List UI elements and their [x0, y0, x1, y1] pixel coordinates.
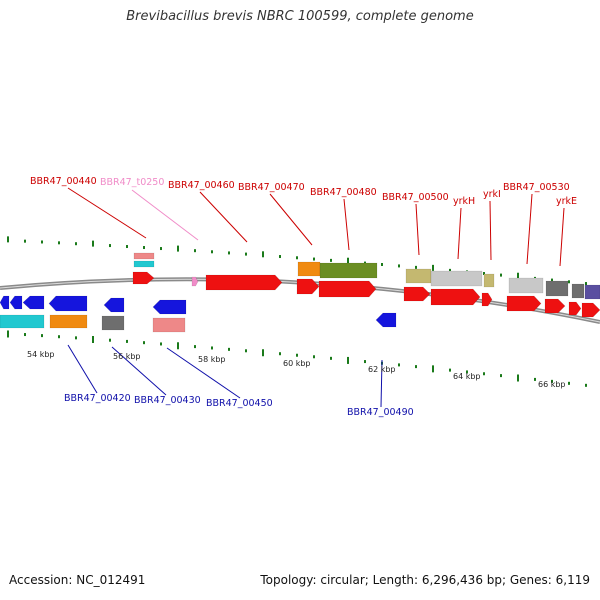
gene-feature-khaki — [483, 273, 495, 288]
gene-label-BBR47_00470: BBR47_00470 — [238, 182, 305, 193]
gene-feature-red — [205, 274, 283, 291]
gene-feature-red — [544, 298, 566, 314]
gene-label-BBR47_00450: BBR47_00450 — [206, 398, 273, 409]
gene-feature-red — [132, 271, 155, 285]
gene-feature-red — [296, 278, 320, 295]
leader-line — [457, 207, 462, 260]
gene-feature-small-pink — [133, 252, 155, 260]
gene-feature-blue — [48, 295, 88, 312]
gene-feature-blue — [0, 295, 10, 310]
tick-label-58: 58 kbp — [198, 355, 226, 364]
gene-feature-blue — [9, 295, 23, 310]
tick-label-54: 54 kbp — [27, 350, 55, 359]
leader-line — [67, 187, 147, 239]
gene-label-BBR47_00440: BBR47_00440 — [30, 176, 97, 187]
gene-feature-red — [318, 280, 377, 298]
gene-features — [0, 252, 600, 333]
gene-label-yrkH: yrkH — [453, 196, 475, 207]
leader-line — [489, 200, 492, 261]
gene-label-BBR47_t0250: BBR47_t0250 — [100, 177, 164, 188]
gene-label-BBR47_00460: BBR47_00460 — [168, 180, 235, 191]
gene-feature-red — [581, 302, 600, 318]
gene-label-BBR47_00530: BBR47_00530 — [503, 182, 570, 193]
tick-label-56: 56 kbp — [113, 352, 141, 361]
gene-label-BBR47_00480: BBR47_00480 — [310, 187, 377, 198]
gene-feature-red — [481, 292, 493, 307]
tick-label-60: 60 kbp — [283, 359, 311, 368]
leader-line — [380, 359, 383, 408]
gene-feature-pink — [152, 317, 186, 333]
gene-feature-red — [506, 295, 542, 312]
leader-line — [415, 203, 420, 256]
gene-feature-khaki — [405, 268, 432, 284]
gene-feature-orange — [297, 261, 321, 277]
gene-feature-red — [430, 288, 481, 306]
gene-feature-blue — [22, 295, 45, 310]
gene-feature-blue — [375, 312, 397, 328]
leader-line — [199, 191, 248, 243]
leader-line — [131, 189, 199, 241]
gene-label-BBR47_00490: BBR47_00490 — [347, 407, 414, 418]
gene-feature-darkgray — [571, 283, 585, 299]
genome-summary-text: Topology: circular; Length: 6,296,436 bp… — [260, 573, 590, 587]
gene-feature-darkgray — [545, 280, 569, 297]
leader-line — [111, 346, 167, 396]
label-leader-lines — [67, 187, 565, 408]
gene-label-BBR47_00500: BBR47_00500 — [382, 192, 449, 203]
gene-feature-gray — [430, 270, 483, 287]
gene-label-yrkI: yrkI — [483, 189, 501, 200]
gene-label-yrkE: yrkE — [556, 196, 577, 207]
gene-feature-gray — [508, 277, 544, 294]
leader-line — [166, 347, 241, 399]
tick-label-64: 64 kbp — [453, 372, 481, 381]
gene-feature-blue — [103, 297, 125, 313]
leader-line — [343, 198, 350, 251]
gene-feature-red — [403, 286, 431, 302]
tick-label-62: 62 kbp — [368, 365, 396, 374]
gene-feature-purple — [584, 284, 600, 300]
upper-tick-dots — [7, 236, 587, 286]
gene-label-BBR47_00430: BBR47_00430 — [134, 395, 201, 406]
gene-feature-cyan — [0, 314, 45, 329]
leader-line — [526, 193, 533, 265]
gene-label-BBR47_00420: BBR47_00420 — [64, 393, 131, 404]
gene-feature-small-cyan — [133, 260, 155, 268]
gene-feature-red — [568, 301, 582, 316]
gene-feature-trna — [191, 276, 199, 287]
accession-text: Accession: NC_012491 — [9, 573, 146, 587]
gene-feature-olive — [319, 262, 378, 279]
map-title: Brevibacillus brevis NBRC 100599, comple… — [126, 9, 474, 24]
tick-label-66: 66 kbp — [538, 380, 566, 389]
leader-line — [559, 207, 565, 267]
gene-feature-darkgray — [101, 315, 125, 331]
gene-feature-orange — [49, 314, 88, 329]
leader-line — [269, 193, 313, 246]
leader-line — [67, 344, 98, 394]
gene-feature-blue — [152, 299, 187, 315]
